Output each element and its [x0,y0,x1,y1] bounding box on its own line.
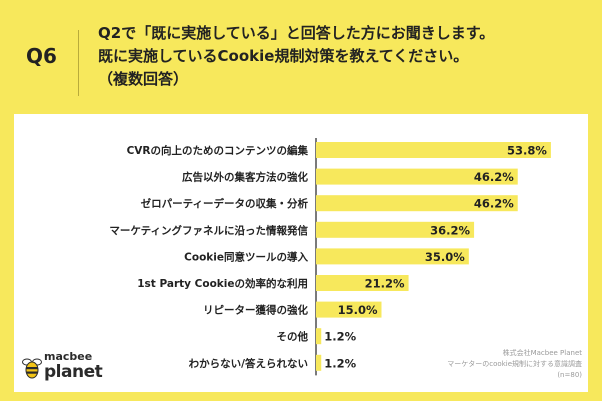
bee-icon [22,358,42,379]
value-label: 21.2% [365,277,405,291]
value-label: 36.2% [430,223,470,237]
question-line-2: 既に実施しているCookie規制対策を教えてください。 [98,47,469,65]
bar [316,221,475,238]
category-label: Cookie同意ツールの導入 [184,250,308,263]
category-label: その他 [277,330,309,343]
bar [316,354,322,371]
source-survey: マーケターのcookie規制に対する意識調査 [447,360,582,368]
header-divider [78,30,79,96]
value-label: 35.0% [425,250,465,264]
chart-card: CVRの向上のためのコンテンツの編集 53.8% 広告以外の集客方法の強化 46.2%… [14,114,588,392]
question-number: Q6 [26,44,57,68]
bar [316,275,409,291]
brand-logo: macbee planet [22,350,112,390]
bar [316,195,518,212]
category-label: マーケティングファネルに沿った情報発信 [109,224,308,237]
category-label: ゼロパーティーデータの収集・分析 [141,197,309,210]
value-label: 15.0% [338,303,378,317]
question-line-3: （複数回答） [98,70,189,88]
bar [316,142,551,158]
value-label: 1.2% [324,356,356,370]
bar [316,301,382,318]
question-line-1: Q2で「既に実施している」と回答した方にお聞きします。 [98,24,495,42]
source-company: 株式会社Macbee Planet [502,349,582,357]
bar [316,248,469,265]
question-text: Q2で「既に実施している」と回答した方にお聞きします。 既に実施しているCook… [98,22,588,91]
category-label: CVRの向上のためのコンテンツの編集 [127,144,309,157]
category-label: 広告以外の集客方法の強化 [182,171,308,184]
category-label: リピーター獲得の強化 [203,304,308,317]
bar-chart: CVRの向上のためのコンテンツの編集 53.8% 広告以外の集客方法の強化 46.2%… [109,138,551,376]
source-note: 株式会社Macbee Planet マーケターのcookie規制に対する意識調査… [362,348,582,381]
value-label: 46.2% [474,197,514,211]
category-label: 1st Party Cookieの効率的な利用 [137,277,308,290]
value-label: 53.8% [507,144,547,158]
bar [316,328,322,345]
value-label: 46.2% [474,170,514,184]
source-sample: (n=80) [557,371,582,379]
value-label: 1.2% [324,330,356,344]
brand-name-line-1: macbee [44,350,93,363]
category-label: わからない/答えられない [189,357,308,370]
brand-name-line-2: planet [44,362,103,382]
bar [316,168,518,185]
